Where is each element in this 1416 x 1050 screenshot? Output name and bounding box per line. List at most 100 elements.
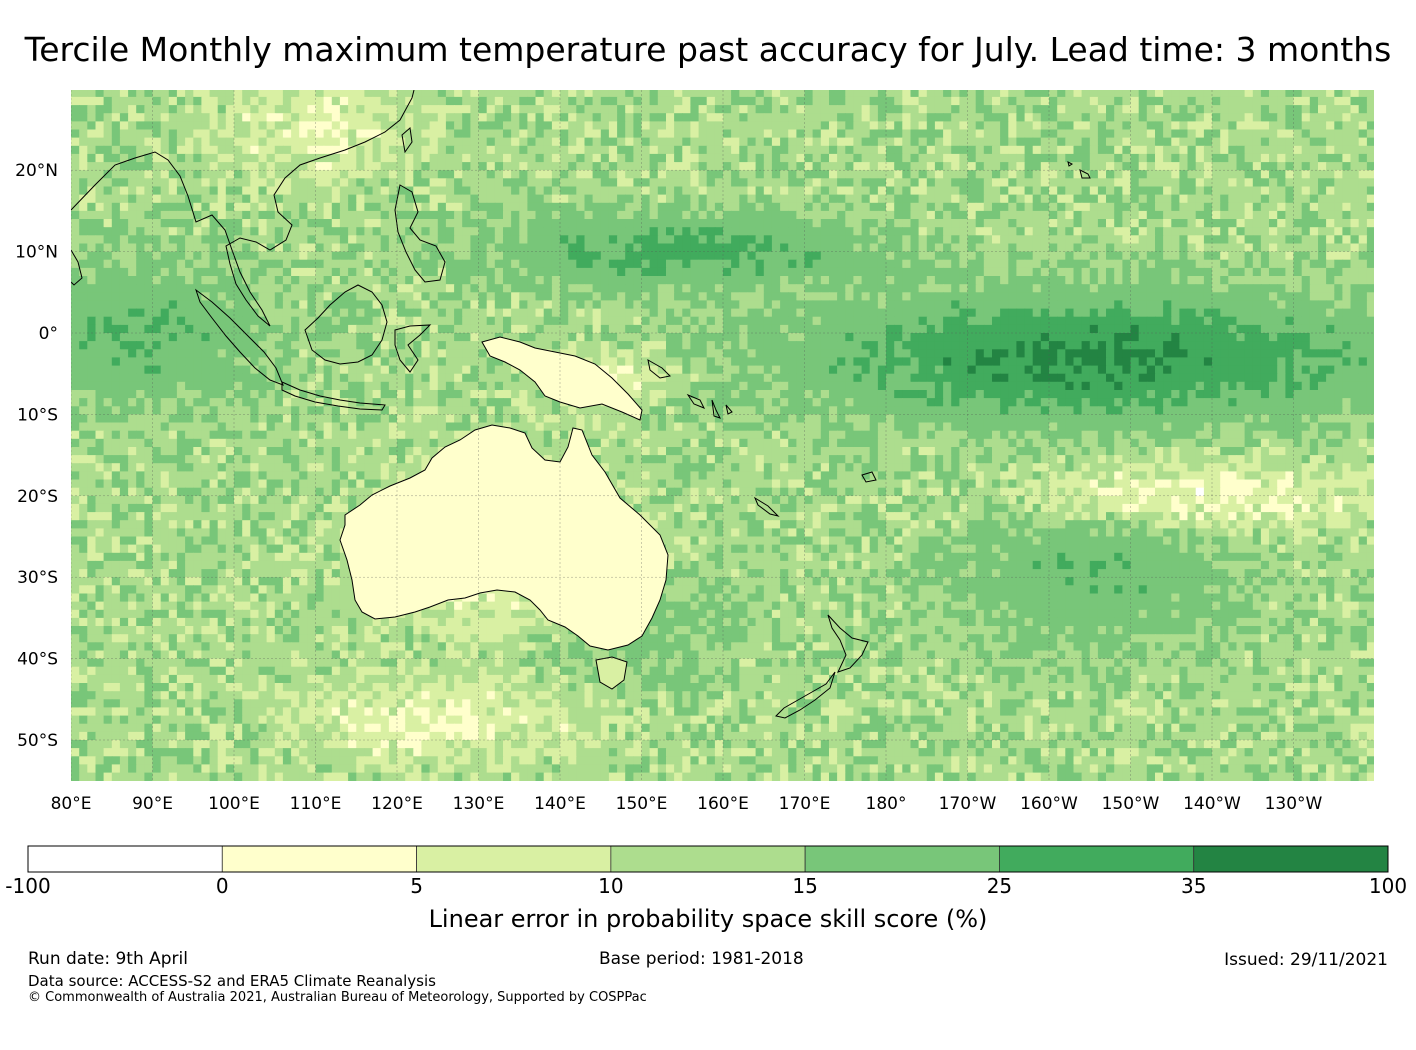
skill-cell <box>1220 170 1229 179</box>
skill-cell <box>331 145 341 155</box>
skill-cell <box>1171 121 1181 131</box>
skill-cell <box>176 341 186 350</box>
skill-cell <box>780 267 789 277</box>
skill-cell <box>1081 300 1091 310</box>
skill-cell <box>1130 113 1140 122</box>
skill-cell <box>1146 219 1156 228</box>
skill-cell <box>812 300 822 310</box>
skill-cell <box>1260 308 1270 318</box>
skill-cell <box>87 251 97 261</box>
skill-cell <box>356 292 366 301</box>
skill-cell <box>250 162 260 171</box>
skill-cell <box>983 145 993 155</box>
skill-cell <box>625 145 634 155</box>
skill-cell <box>217 162 227 171</box>
skill-cell <box>551 210 561 220</box>
skill-cell <box>331 178 341 187</box>
skill-cell <box>788 267 797 277</box>
skill-cell <box>421 170 431 179</box>
skill-cell <box>1220 145 1229 155</box>
skill-cell <box>364 153 374 163</box>
skill-cell <box>1114 333 1123 342</box>
skill-cell <box>625 284 634 293</box>
skill-cell <box>584 137 594 147</box>
skill-cell <box>388 194 398 204</box>
skill-cell <box>714 178 724 187</box>
skill-cell <box>454 259 463 269</box>
skill-cell <box>845 170 855 179</box>
skill-cell <box>225 308 235 318</box>
skill-cell <box>690 113 700 122</box>
skill-cell <box>1073 210 1083 220</box>
skill-cell <box>1187 178 1197 187</box>
skill-cell <box>470 96 480 106</box>
skill-cell <box>812 137 822 147</box>
skill-cell <box>666 308 675 318</box>
skill-cell <box>690 235 700 244</box>
skill-cell <box>1024 145 1034 155</box>
skill-cell <box>250 170 260 179</box>
skill-cell <box>95 129 105 139</box>
skill-cell <box>388 129 398 139</box>
skill-cell <box>1220 90 1229 98</box>
skill-cell <box>714 267 724 277</box>
skill-cell <box>1342 162 1352 171</box>
skill-cell <box>1065 227 1075 236</box>
skill-cell <box>356 333 366 342</box>
skill-cell <box>861 219 871 228</box>
skill-cell <box>266 333 276 342</box>
skill-cell <box>1236 308 1246 318</box>
skill-cell <box>926 316 936 326</box>
skill-cell <box>1179 178 1189 187</box>
skill-cell <box>356 300 366 310</box>
skill-cell <box>975 300 985 310</box>
skill-cell <box>1203 178 1213 187</box>
skill-cell <box>503 243 512 253</box>
skill-cell <box>152 194 162 204</box>
skill-cell <box>641 251 651 261</box>
skill-cell <box>934 243 944 253</box>
skill-cell <box>918 162 928 171</box>
skill-cell <box>234 145 243 155</box>
skill-cell <box>788 153 797 163</box>
skill-cell <box>1065 333 1075 342</box>
skill-cell <box>1212 170 1221 179</box>
skill-cell <box>1073 316 1083 326</box>
skill-cell <box>128 243 137 253</box>
skill-cell <box>625 210 634 220</box>
skill-cell <box>519 202 529 212</box>
skill-cell <box>209 308 219 318</box>
skill-cell <box>160 90 170 98</box>
skill-cell <box>934 202 944 212</box>
skill-cell <box>1138 276 1148 285</box>
skill-cell <box>1057 129 1066 139</box>
skill-cell <box>910 333 920 342</box>
skill-cell <box>282 170 292 179</box>
skill-cell <box>877 186 887 196</box>
skill-cell <box>551 145 561 155</box>
skill-cell <box>902 292 912 301</box>
skill-cell <box>1179 292 1189 301</box>
skill-cell <box>111 178 121 187</box>
skill-cell <box>1000 243 1009 253</box>
skill-cell <box>1309 90 1319 98</box>
skill-cell <box>747 316 757 326</box>
skill-cell <box>837 227 846 236</box>
skill-cell <box>1122 284 1132 293</box>
skill-cell <box>861 186 871 196</box>
skill-cell <box>71 162 80 171</box>
skill-cell <box>796 235 806 244</box>
skill-cell <box>796 227 806 236</box>
skill-cell <box>152 121 162 131</box>
skill-cell <box>1326 178 1335 187</box>
skill-cell <box>682 129 692 139</box>
skill-cell <box>95 121 105 131</box>
skill-cell <box>1277 105 1286 114</box>
skill-cell <box>266 219 276 228</box>
skill-cell <box>894 308 903 318</box>
skill-cell <box>71 186 80 196</box>
skill-cell <box>706 145 716 155</box>
skill-cell <box>600 316 610 326</box>
skill-cell <box>1269 202 1278 212</box>
skill-cell <box>1285 300 1295 310</box>
